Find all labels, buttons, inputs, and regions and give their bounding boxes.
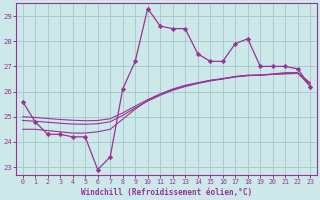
X-axis label: Windchill (Refroidissement éolien,°C): Windchill (Refroidissement éolien,°C) (81, 188, 252, 197)
